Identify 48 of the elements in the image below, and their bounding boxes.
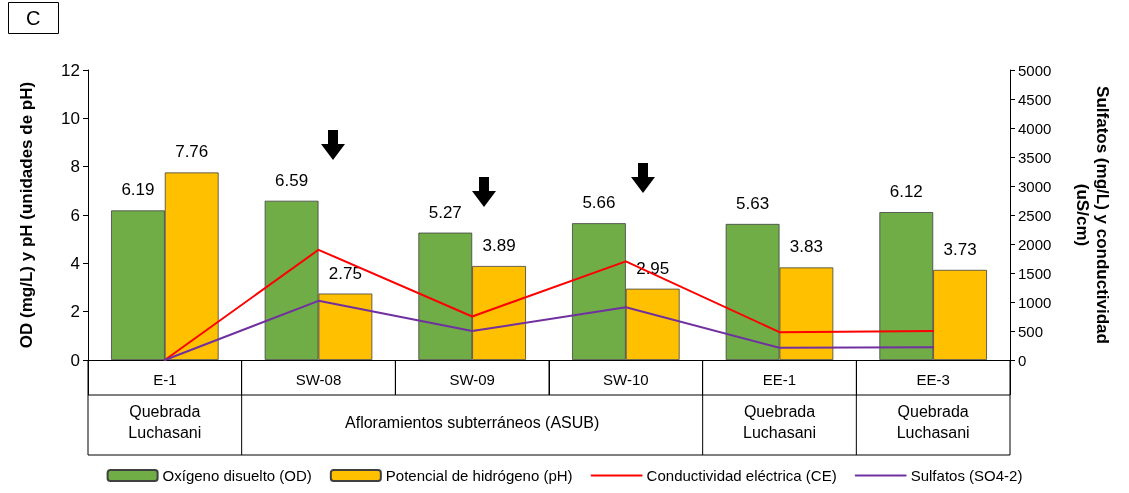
- data-label: 3.89: [482, 235, 516, 255]
- y2-tick-label: 500: [1018, 322, 1044, 340]
- y-tick-label: 8: [70, 157, 80, 177]
- y2-tick-label: 2500: [1018, 206, 1052, 224]
- data-label: 5.63: [736, 193, 770, 213]
- chart-title: C: [26, 7, 41, 29]
- y2-tick-label: 0: [1018, 351, 1027, 369]
- y2-tick-label: 1000: [1018, 293, 1052, 311]
- x-tick-label: SW-10: [603, 371, 649, 388]
- data-label: 6.12: [889, 182, 923, 202]
- text: Quebrada Luchasani: [128, 403, 202, 441]
- y-tick-label: 6: [70, 205, 80, 225]
- x-tick-label: SW-09: [449, 371, 495, 388]
- data-label: 7.76: [175, 142, 209, 162]
- data-label: 6.19: [121, 180, 155, 200]
- data-label: 5.66: [582, 193, 616, 213]
- x-tick-label: SW-08: [295, 371, 342, 388]
- y-tick-label: 0: [70, 350, 80, 370]
- y-tick-label: 10: [61, 108, 80, 128]
- data-label: 6.59: [275, 170, 309, 190]
- line-series: [163, 299, 935, 361]
- legend-label: Potencial de hidrógeno (pH): [385, 467, 573, 484]
- y2-axis-title: Sulfatos (mg/L) y conductividad (uS/cm): [1072, 86, 1112, 344]
- data-label: 5.27: [428, 202, 462, 222]
- y2-tick-label: 3000: [1018, 177, 1052, 195]
- y2-tick-label: 4000: [1018, 119, 1052, 137]
- x-tick-label: EE-1: [762, 371, 797, 388]
- data-label: 3.73: [943, 239, 977, 259]
- y2-tick-label: 1500: [1018, 264, 1052, 282]
- legend-label: Oxígeno disuelto (OD): [162, 467, 312, 484]
- y2-tick-label: 3500: [1018, 148, 1052, 166]
- x-tick-label: EE-3: [916, 371, 950, 388]
- data-label: 3.83: [789, 237, 823, 257]
- legend-label: Sulfatos (SO4-2): [910, 467, 1023, 484]
- y-axis-title: OD (mg/L) y pH (unidades de pH): [16, 81, 36, 349]
- y-tick-label: 4: [70, 253, 80, 273]
- y-tick-label: 2: [70, 302, 80, 322]
- text: Quebrada Luchasani: [743, 403, 816, 441]
- data-label: 2.95: [636, 258, 670, 278]
- y2-tick-label: 4500: [1018, 90, 1052, 108]
- text: Quebrada Luchasani: [896, 403, 970, 441]
- y-tick-label: 12: [61, 60, 80, 80]
- data-label: 2.75: [328, 263, 362, 283]
- x-tick-label: E-1: [153, 371, 177, 388]
- y2-tick-label: 2000: [1018, 235, 1052, 253]
- legend-label: Conductividad eléctrica (CE): [646, 467, 837, 484]
- text: Afloramientos subterráneos (ASUB): [345, 413, 600, 431]
- y2-tick-label: 5000: [1018, 61, 1052, 79]
